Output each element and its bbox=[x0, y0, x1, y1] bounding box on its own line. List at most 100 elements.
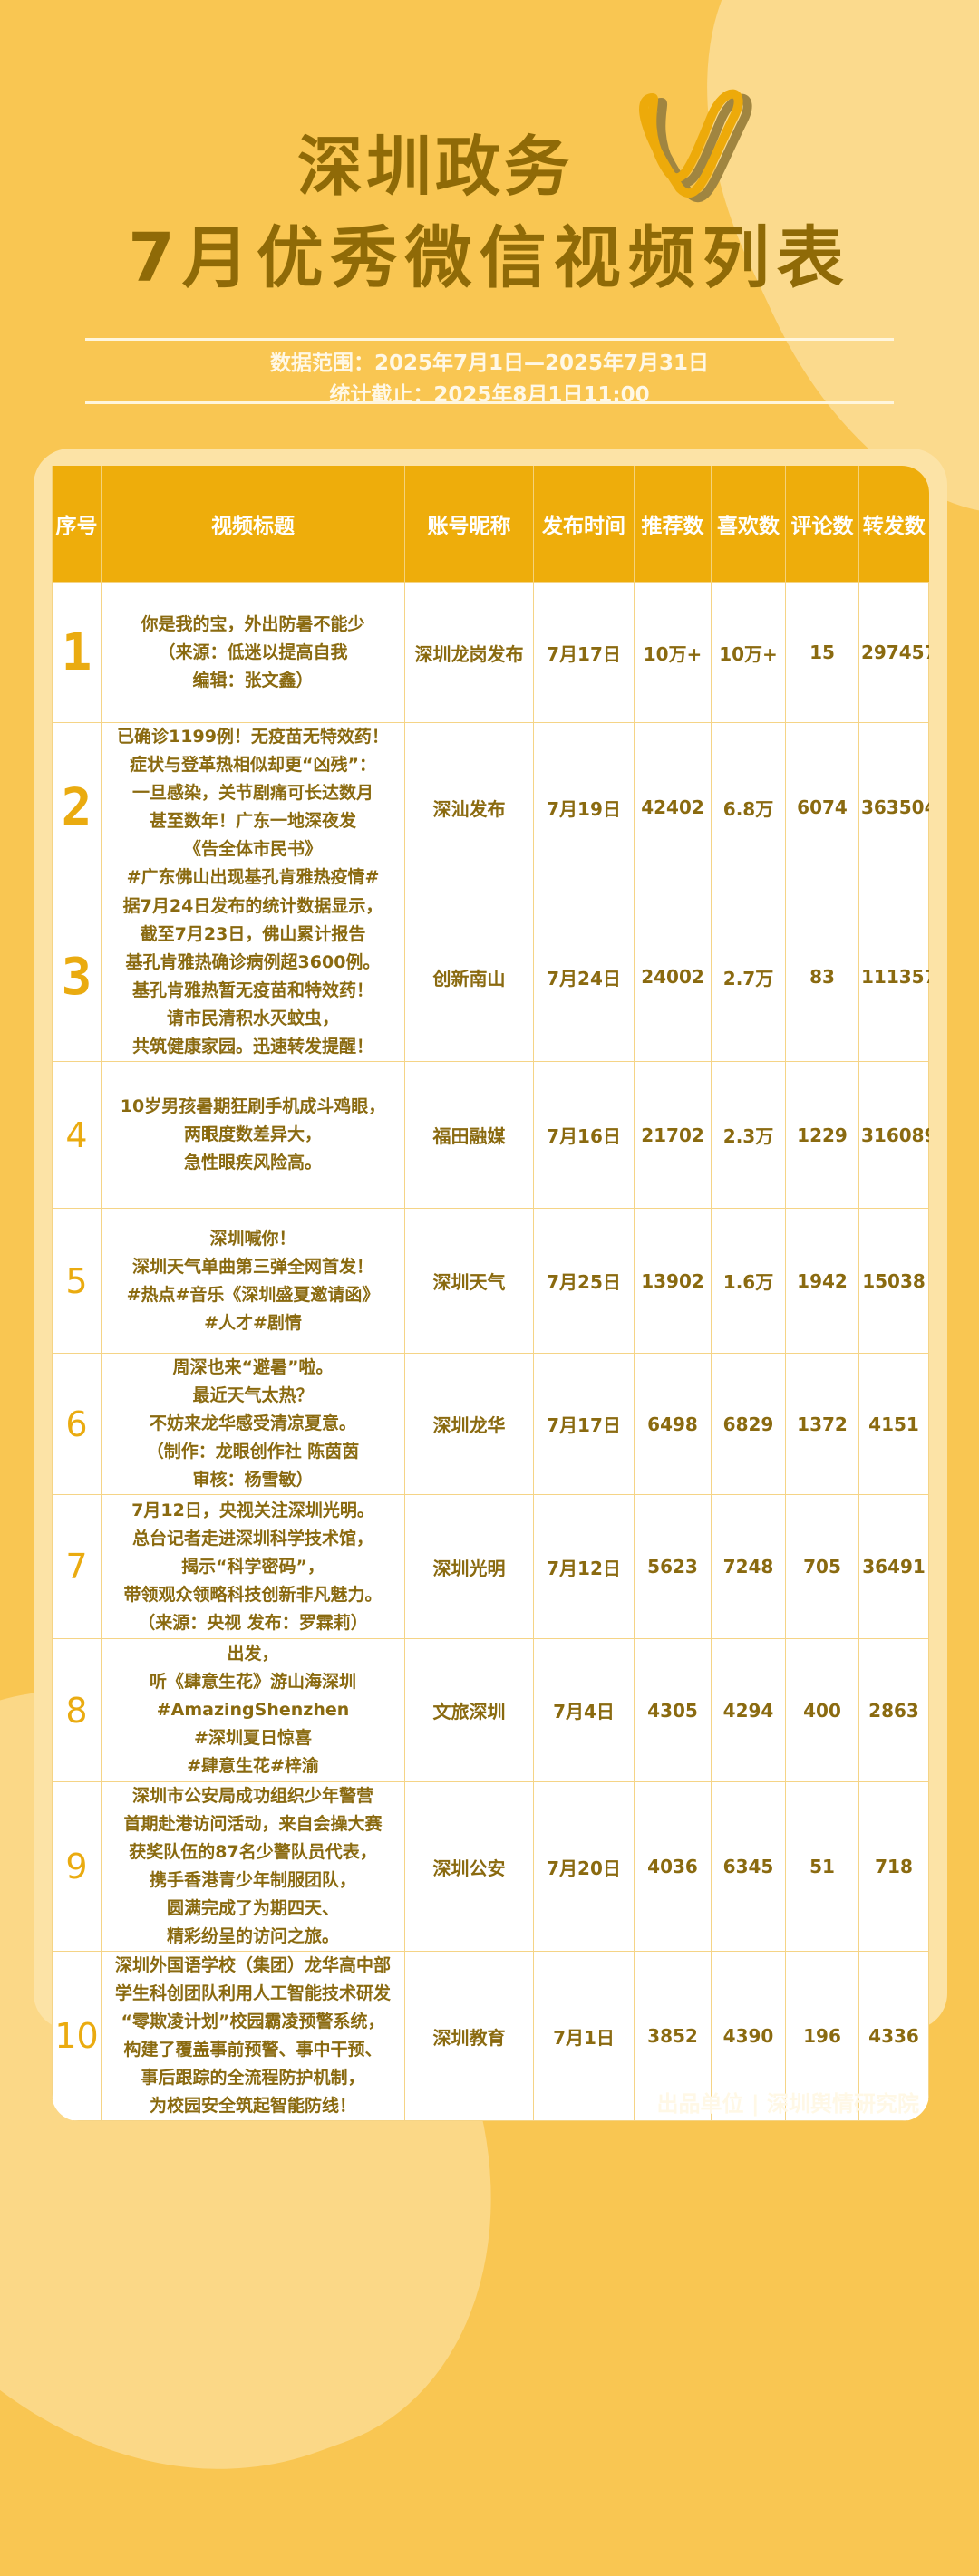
cell-comment: 6074 bbox=[785, 722, 859, 892]
cell-rank: 7 bbox=[52, 1494, 102, 1639]
cell-date: 7月4日 bbox=[533, 1638, 635, 1782]
cell-comment: 15 bbox=[785, 582, 859, 723]
table-row: 8 出发， 听《肆意生花》游山海深圳 #AmazingShenzhen #深圳夏日… bbox=[52, 1638, 929, 1782]
page-title-line1: 深圳政务 bbox=[296, 129, 573, 205]
divider bbox=[85, 401, 894, 404]
column-header: 视频标题 bbox=[101, 466, 405, 583]
cell-date: 7月20日 bbox=[533, 1781, 635, 1952]
cell-account: 深汕发布 bbox=[404, 722, 534, 892]
wechat-channels-logo-icon bbox=[639, 89, 752, 203]
cell-comment: 196 bbox=[785, 1951, 859, 2121]
cell-rank: 2 bbox=[52, 722, 102, 892]
column-header: 序号 bbox=[52, 466, 102, 583]
cell-comment: 83 bbox=[785, 892, 859, 1062]
cell-recommend: 21702 bbox=[634, 1061, 712, 1209]
cell-recommend: 42402 bbox=[634, 722, 712, 892]
cell-share: 4151 bbox=[858, 1353, 929, 1495]
footer-credit: 出品单位 | 深圳舆情研究院 bbox=[656, 2091, 919, 2117]
cell-title: 深圳外国语学校（集团）龙华高中部 学生科创团队利用人工智能技术研发 “零欺凌计划… bbox=[101, 1951, 405, 2121]
cell-account: 深圳公安 bbox=[404, 1781, 534, 1952]
cell-share: 316089 bbox=[858, 1061, 929, 1209]
cell-rank: 5 bbox=[52, 1208, 102, 1354]
cell-share: 297457 bbox=[858, 582, 929, 723]
cell-recommend: 6498 bbox=[634, 1353, 712, 1495]
cell-title: 周深也来“避暑”啦。 最近天气太热？ 不妨来龙华感受清凉夏意。 （制作：龙眼创作… bbox=[101, 1353, 405, 1495]
cell-account: 深圳龙岗发布 bbox=[404, 582, 534, 723]
cell-like: 4390 bbox=[711, 1951, 786, 2121]
cell-title: 7月12日，央视关注深圳光明。 总台记者走进深圳科学技术馆， 揭示“科学密码”，… bbox=[101, 1494, 405, 1639]
cell-recommend: 24002 bbox=[634, 892, 712, 1062]
cell-rank: 8 bbox=[52, 1638, 102, 1782]
column-header: 推荐数 bbox=[634, 466, 712, 583]
cell-title: 10岁男孩暑期狂刷手机成斗鸡眼， 两眼度数差异大， 急性眼疾风险高。 bbox=[101, 1061, 405, 1209]
cell-account: 深圳龙华 bbox=[404, 1353, 534, 1495]
cell-date: 7月17日 bbox=[533, 1353, 635, 1495]
cell-share: 363504 bbox=[858, 722, 929, 892]
table-row: 6 周深也来“避暑”啦。 最近天气太热？ 不妨来龙华感受清凉夏意。 （制作：龙眼创… bbox=[52, 1353, 929, 1495]
cell-date: 7月1日 bbox=[533, 1951, 635, 2121]
cell-account: 福田融媒 bbox=[404, 1061, 534, 1209]
cell-share: 718 bbox=[858, 1781, 929, 1952]
cell-account: 深圳教育 bbox=[404, 1951, 534, 2121]
cell-like: 4294 bbox=[711, 1638, 786, 1782]
cell-date: 7月25日 bbox=[533, 1208, 635, 1354]
data-range: 数据范围：2025年7月1日—2025年7月31日 bbox=[269, 352, 710, 375]
column-header: 发布时间 bbox=[533, 466, 635, 583]
table-row: 4 10岁男孩暑期狂刷手机成斗鸡眼， 两眼度数差异大， 急性眼疾风险高。 福田融媒 7… bbox=[52, 1061, 929, 1209]
cell-title: 深圳市公安局成功组织少年警营 首期赴港访问活动，来自会操大赛 获奖队伍的87名少… bbox=[101, 1781, 405, 1952]
cell-share: 4336 bbox=[858, 1951, 929, 2121]
cell-share: 15038 bbox=[858, 1208, 929, 1354]
cell-share: 111357 bbox=[858, 892, 929, 1062]
column-header: 账号昵称 bbox=[404, 466, 534, 583]
cell-share: 2863 bbox=[858, 1638, 929, 1782]
cell-rank: 9 bbox=[52, 1781, 102, 1952]
cell-recommend: 4036 bbox=[634, 1781, 712, 1952]
table-row: 9 深圳市公安局成功组织少年警营 首期赴港访问活动，来自会操大赛 获奖队伍的87名… bbox=[52, 1781, 929, 1952]
cell-comment: 51 bbox=[785, 1781, 859, 1952]
table-row: 7 7月12日，央视关注深圳光明。 总台记者走进深圳科学技术馆， 揭示“科学密码”… bbox=[52, 1494, 929, 1639]
table-row: 10 深圳外国语学校（集团）龙华高中部 学生科创团队利用人工智能技术研发 “零欺凌… bbox=[52, 1951, 929, 2121]
cell-rank: 1 bbox=[52, 582, 102, 723]
cell-like: 6.8万 bbox=[711, 722, 786, 892]
cell-date: 7月24日 bbox=[533, 892, 635, 1062]
table-row: 3 据7月24日发布的统计数据显示， 截至7月23日，佛山累计报告 基孔肯雅热确诊… bbox=[52, 892, 929, 1062]
cell-share: 36491 bbox=[858, 1494, 929, 1639]
cell-like: 7248 bbox=[711, 1494, 786, 1639]
cell-rank: 10 bbox=[52, 1951, 102, 2121]
cell-recommend: 10万+ bbox=[634, 582, 712, 723]
column-header: 喜欢数 bbox=[711, 466, 786, 583]
cell-comment: 1229 bbox=[785, 1061, 859, 1209]
cell-date: 7月16日 bbox=[533, 1061, 635, 1209]
column-header: 转发数 bbox=[858, 466, 929, 583]
cell-comment: 1372 bbox=[785, 1353, 859, 1495]
cell-account: 深圳光明 bbox=[404, 1494, 534, 1639]
cell-title: 你是我的宝，外出防暑不能少 （来源：低迷以提高自我 编辑：张文鑫） bbox=[101, 582, 405, 723]
table-row: 1 你是我的宝，外出防暑不能少 （来源：低迷以提高自我 编辑：张文鑫） 深圳龙岗发布… bbox=[52, 582, 929, 723]
cell-title: 出发， 听《肆意生花》游山海深圳 #AmazingShenzhen #深圳夏日惊… bbox=[101, 1638, 405, 1782]
cell-like: 1.6万 bbox=[711, 1208, 786, 1354]
cell-account: 文旅深圳 bbox=[404, 1638, 534, 1782]
cell-recommend: 13902 bbox=[634, 1208, 712, 1354]
column-header: 评论数 bbox=[785, 466, 859, 583]
cell-rank: 4 bbox=[52, 1061, 102, 1209]
cell-rank: 6 bbox=[52, 1353, 102, 1495]
cell-account: 深圳天气 bbox=[404, 1208, 534, 1354]
cell-title: 据7月24日发布的统计数据显示， 截至7月23日，佛山累计报告 基孔肯雅热确诊病… bbox=[101, 892, 405, 1062]
table-row: 2 已确诊1199例！无疫苗无特效药！ 症状与登革热相似却更“凶残”： 一旦感染，… bbox=[52, 722, 929, 892]
cell-like: 2.7万 bbox=[711, 892, 786, 1062]
video-table: 序号 视频标题 账号昵称 发布时间 推荐数 喜欢数 评论数 转发数 1 你是我的宝，外出防暑不能… bbox=[52, 466, 929, 2121]
cell-title: 深圳喊你！ 深圳天气单曲第三弹全网首发！ #热点#音乐《深圳盛夏邀请函》 #人才… bbox=[101, 1208, 405, 1354]
cell-recommend: 5623 bbox=[634, 1494, 712, 1639]
cell-comment: 1942 bbox=[785, 1208, 859, 1354]
cell-date: 7月19日 bbox=[533, 722, 635, 892]
cell-comment: 400 bbox=[785, 1638, 859, 1782]
cell-like: 6829 bbox=[711, 1353, 786, 1495]
cell-recommend: 4305 bbox=[634, 1638, 712, 1782]
divider bbox=[85, 338, 894, 341]
cell-comment: 705 bbox=[785, 1494, 859, 1639]
cell-date: 7月17日 bbox=[533, 582, 635, 723]
cell-account: 创新南山 bbox=[404, 892, 534, 1062]
page-title-line2: 7月优秀微信视频列表 bbox=[128, 219, 851, 297]
cell-rank: 3 bbox=[52, 892, 102, 1062]
cell-like: 6345 bbox=[711, 1781, 786, 1952]
